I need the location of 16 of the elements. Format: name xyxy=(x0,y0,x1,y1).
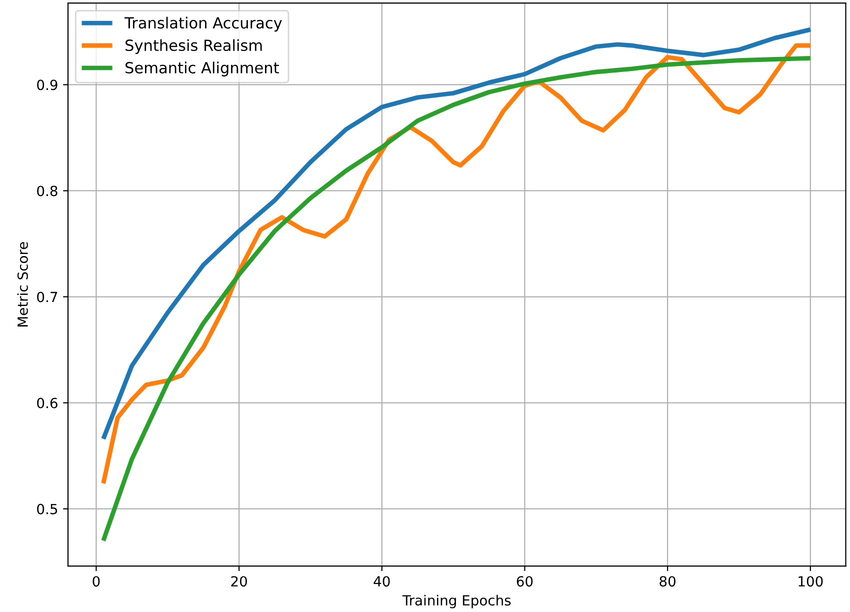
x-tick-label: 60 xyxy=(516,576,533,587)
y-tick-label: 0.9 xyxy=(37,80,58,90)
x-tick-label: 40 xyxy=(374,576,390,587)
x-tick-label: 0 xyxy=(92,576,100,587)
y-tick-label: 0.5 xyxy=(37,504,58,514)
x-tick-label: 100 xyxy=(798,576,823,587)
y-tick-label: 0.8 xyxy=(37,186,58,196)
legend-label: Translation Accuracy xyxy=(124,16,282,32)
x-axis-title: Training Epochs xyxy=(402,594,511,608)
y-tick-label: 0.7 xyxy=(37,292,58,302)
legend-label: Semantic Alignment xyxy=(126,62,279,76)
x-tick-label: 20 xyxy=(231,576,247,587)
x-tick-label: 80 xyxy=(660,576,676,587)
y-axis-title: Metric Score xyxy=(17,242,28,326)
legend-label: Synthesis Realism xyxy=(126,39,262,54)
y-tick-label: 0.6 xyxy=(37,398,58,408)
